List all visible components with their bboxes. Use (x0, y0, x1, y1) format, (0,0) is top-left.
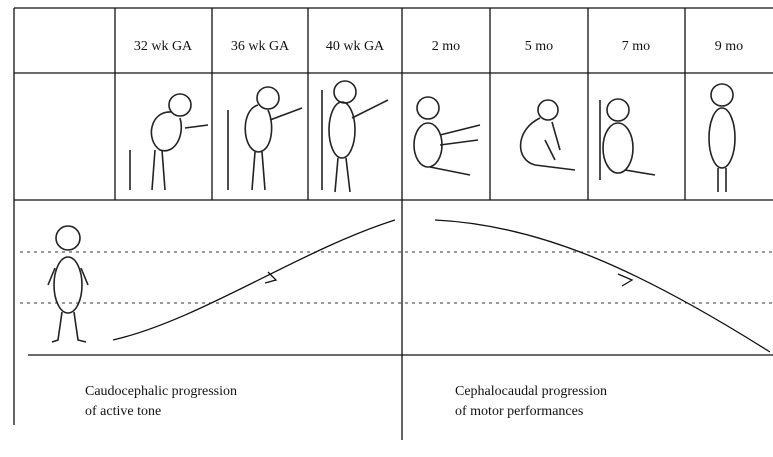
frame (14, 8, 773, 440)
caption-left: Caudocephalic progression (85, 384, 237, 399)
caption-right: of motor performances (455, 404, 583, 419)
column-header: 5 mo (525, 39, 553, 54)
column-header: 40 wk GA (326, 39, 385, 54)
caption-right: Cephalocaudal progression (455, 384, 607, 399)
column-header: 7 mo (622, 39, 650, 54)
diagram: 32 wk GA 36 wk GA 40 wk GA 2 mo 5 mo 7 mo 9 mo… (0, 0, 773, 457)
column-header: 32 wk GA (134, 39, 193, 54)
curves (113, 220, 770, 352)
column-header: 9 mo (715, 39, 743, 54)
column-header: 2 mo (432, 39, 460, 54)
column-header: 36 wk GA (231, 39, 290, 54)
caption-left: of active tone (85, 404, 161, 419)
